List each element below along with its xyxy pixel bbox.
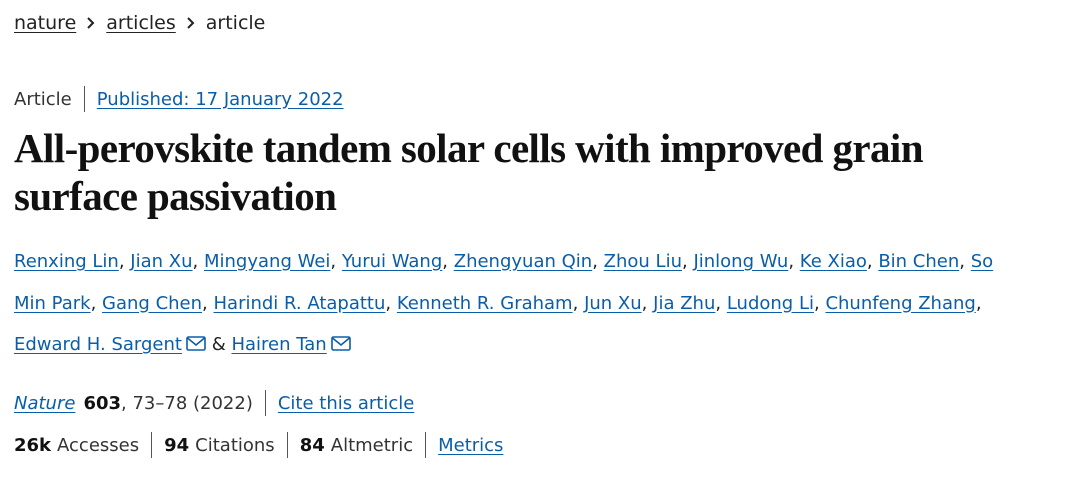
article-type: Article xyxy=(14,88,72,110)
author-link[interactable]: Jun Xu xyxy=(584,292,642,314)
author: Zhengyuan Qin xyxy=(454,251,598,272)
altmetric-label: Altmetric xyxy=(330,434,414,456)
author-link[interactable]: Harindi R. Atapattu xyxy=(213,292,386,314)
author: Harindi R. Atapattu xyxy=(214,293,392,314)
conjunction: & xyxy=(211,334,226,355)
separator xyxy=(151,432,153,458)
email-icon[interactable] xyxy=(330,336,351,351)
author-link[interactable]: Jia Zhu xyxy=(653,292,716,314)
author: Jun Xu xyxy=(584,293,647,314)
author-link[interactable]: Jinlong Wu xyxy=(693,251,789,272)
author-link[interactable]: Edward H. Sargent xyxy=(14,334,182,355)
crumb-link[interactable]: nature xyxy=(14,12,77,34)
author: Chunfeng Zhang xyxy=(825,293,981,314)
pages: , 73–78 (2022) xyxy=(121,392,253,414)
separator xyxy=(264,390,266,416)
author-link[interactable]: Zhou Liu xyxy=(603,251,682,272)
citations-label: Citations xyxy=(195,434,275,456)
crumb-current: article xyxy=(205,12,266,34)
author: Jia Zhu xyxy=(653,293,721,314)
author-link[interactable]: Kenneth R. Graham xyxy=(396,292,573,314)
accesses-value: 26k xyxy=(14,434,52,456)
author-link[interactable]: Bin Chen xyxy=(878,251,960,272)
author: Mingyang Wei xyxy=(204,251,336,272)
chevron xyxy=(87,17,95,29)
author-list: Renxing Lin Jian Xu Mingyang Wei Yurui W… xyxy=(14,241,1024,366)
author-link[interactable]: Gang Chen xyxy=(102,292,203,314)
author: Zhou Liu xyxy=(604,251,688,272)
article-meta: Article Published: 17 January 2022 xyxy=(14,86,344,112)
author-link[interactable]: Ke Xiao xyxy=(799,251,867,272)
article-title: All-perovskite tandem solar cells with i… xyxy=(14,125,924,219)
author: Yurui Wang xyxy=(342,251,448,272)
author: Edward H. Sargent xyxy=(14,334,206,355)
author-link[interactable]: Yurui Wang xyxy=(341,251,443,272)
author: Jinlong Wu xyxy=(693,251,794,272)
author-link[interactable]: Chunfeng Zhang xyxy=(825,292,976,314)
crumb-link[interactable]: articles xyxy=(106,12,176,34)
breadcrumb: nature articles article xyxy=(14,12,265,34)
author: Bin Chen xyxy=(878,251,965,272)
separator xyxy=(425,432,427,458)
author-link[interactable]: Mingyang Wei xyxy=(203,251,331,272)
separator xyxy=(83,86,85,112)
author: Gang Chen xyxy=(102,293,208,314)
author: Ke Xiao xyxy=(800,251,873,272)
altmetric-value: 84 xyxy=(299,434,325,456)
author-link[interactable]: Renxing Lin xyxy=(14,251,119,272)
author-link[interactable]: Ludong Li xyxy=(726,292,814,314)
journal-info: Nature 603 , 73–78 (2022) Cite this arti… xyxy=(14,390,414,416)
citations-value: 94 xyxy=(164,434,190,456)
author-link[interactable]: So Min Park xyxy=(14,251,994,314)
author: Jian Xu xyxy=(130,251,198,272)
published-date[interactable]: Published: 17 January 2022 xyxy=(96,88,344,110)
email-icon[interactable] xyxy=(186,336,206,351)
author: Kenneth R. Graham xyxy=(397,293,578,314)
author: Ludong Li xyxy=(727,293,820,314)
author-link[interactable]: Zhengyuan Qin xyxy=(453,251,593,272)
chevron xyxy=(187,17,195,29)
author: Hairen Tan xyxy=(231,334,351,355)
author-link[interactable]: Jian Xu xyxy=(130,251,193,272)
journal-name[interactable]: Nature xyxy=(14,392,76,414)
author-link[interactable]: Hairen Tan xyxy=(231,334,327,355)
accesses-label: Accesses xyxy=(57,434,140,456)
separator xyxy=(286,432,288,458)
cite-link[interactable]: Cite this article xyxy=(277,392,415,414)
metrics-bar: 26k Accesses 94 Citations 84 Altmetric M… xyxy=(14,432,503,458)
volume: 603 xyxy=(83,392,122,414)
metrics-link[interactable]: Metrics xyxy=(438,434,504,456)
author: Renxing Lin xyxy=(14,251,125,272)
